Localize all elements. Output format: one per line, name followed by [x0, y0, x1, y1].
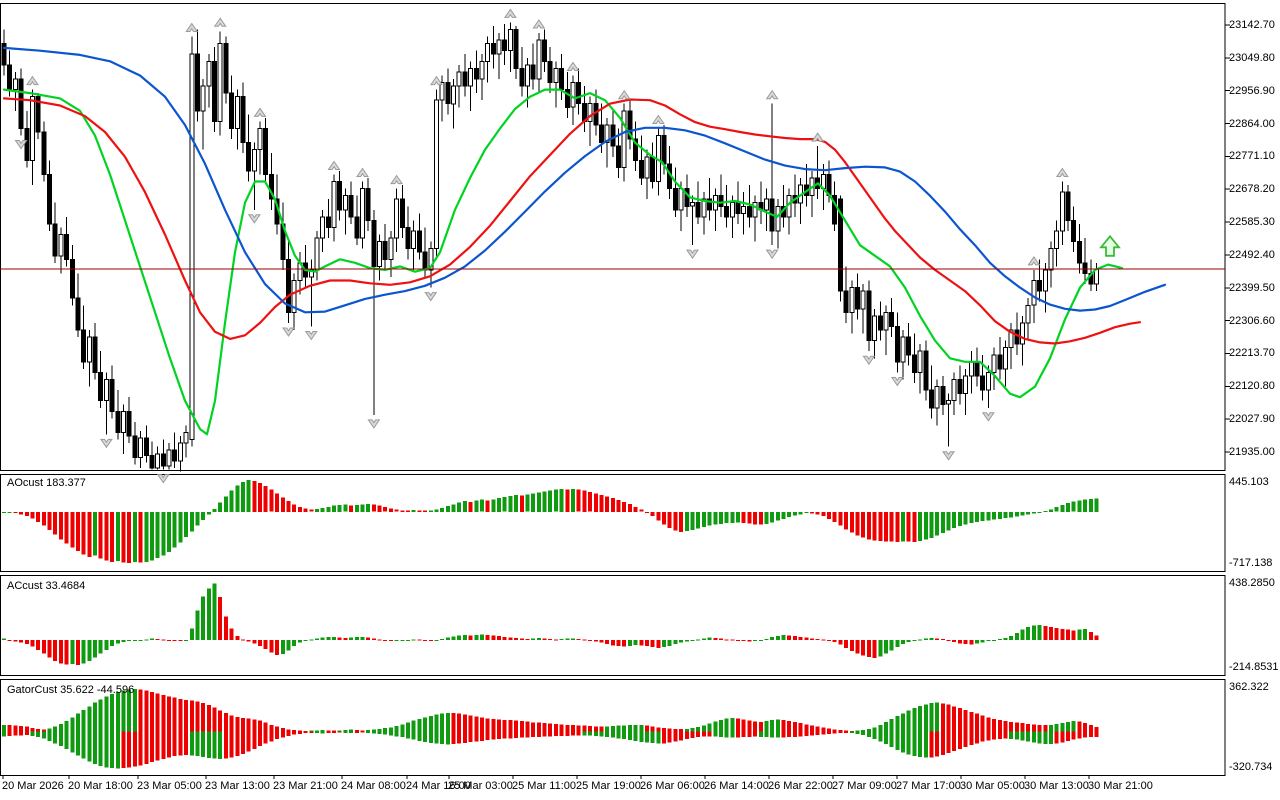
time-tick-label: 25 Mar 03:00: [448, 780, 513, 792]
time-tick-label: 25 Mar 11:00: [512, 780, 577, 792]
time-tick-label: 30 Mar 13:00: [1024, 780, 1089, 792]
time-tick-label: 30 Mar 21:00: [1088, 780, 1153, 792]
time-tick-label: 20 Mar 2026: [2, 780, 64, 792]
price-tick-label: 22956.90: [1229, 85, 1275, 97]
time-tick-label: 26 Mar 14:00: [704, 780, 769, 792]
time-tick-label: 27 Mar 17:00: [896, 780, 961, 792]
time-tick-label: 24 Mar 16:00: [406, 780, 471, 792]
price-tick-label: 23142.70: [1229, 19, 1275, 31]
price-tick-label: 22306.60: [1229, 315, 1275, 327]
price-tick-label: 22399.50: [1229, 282, 1275, 294]
time-tick-label: 23 Mar 05:00: [137, 780, 202, 792]
price-tick-label: 21935.00: [1229, 446, 1275, 458]
indicator-label-ac: ACcust 33.4684: [7, 580, 86, 592]
price-tick-label: 22678.20: [1229, 183, 1275, 195]
indicator-scale-label: 362.322: [1229, 681, 1269, 693]
indicator-scale-label: 438.2850: [1229, 577, 1275, 589]
price-tick-label: 22213.70: [1229, 347, 1275, 359]
indicator-scale-label: -717.138: [1229, 557, 1273, 569]
time-tick-label: 30 Mar 05:00: [960, 780, 1025, 792]
price-tick-label: 22120.80: [1229, 380, 1275, 392]
buy-signal-arrow-icon: [1099, 234, 1121, 257]
price-tick-label: 22585.30: [1229, 216, 1275, 228]
price-tick-label: 22027.90: [1229, 413, 1275, 425]
indicator-label-gator: GatorCust 35.622 -44.596: [7, 684, 135, 696]
time-tick-label: 26 Mar 06:00: [640, 780, 705, 792]
indicator-label-ao: AOcust 183.377: [7, 477, 86, 489]
time-tick-label: 24 Mar 08:00: [341, 780, 406, 792]
price-tick-label: 23049.80: [1229, 52, 1275, 64]
time-tick-label: 27 Mar 09:00: [832, 780, 897, 792]
time-tick-label: 26 Mar 22:00: [768, 780, 833, 792]
indicator-scale-label: -320.734: [1229, 761, 1273, 773]
time-tick-label: 23 Mar 13:00: [205, 780, 270, 792]
price-tick-label: 22492.40: [1229, 249, 1275, 261]
indicator-scale-label: -214.8531: [1229, 661, 1279, 673]
time-tick-label: 20 Mar 18:00: [68, 780, 133, 792]
price-tick-label: 22864.00: [1229, 118, 1275, 130]
price-tick-label: 22771.10: [1229, 150, 1275, 162]
time-tick-label: 25 Mar 19:00: [576, 780, 641, 792]
indicator-scale-label: 445.103: [1229, 476, 1269, 488]
time-axis[interactable]: 20 Mar 2026 20 Mar 18:00 23 Mar 05:00 23 Ma…: [0, 776, 1280, 800]
price-axis[interactable]: 22452.83 23142.7023049.8022956.9022864.0…: [1226, 0, 1280, 775]
time-tick-label: 23 Mar 21:00: [273, 780, 338, 792]
